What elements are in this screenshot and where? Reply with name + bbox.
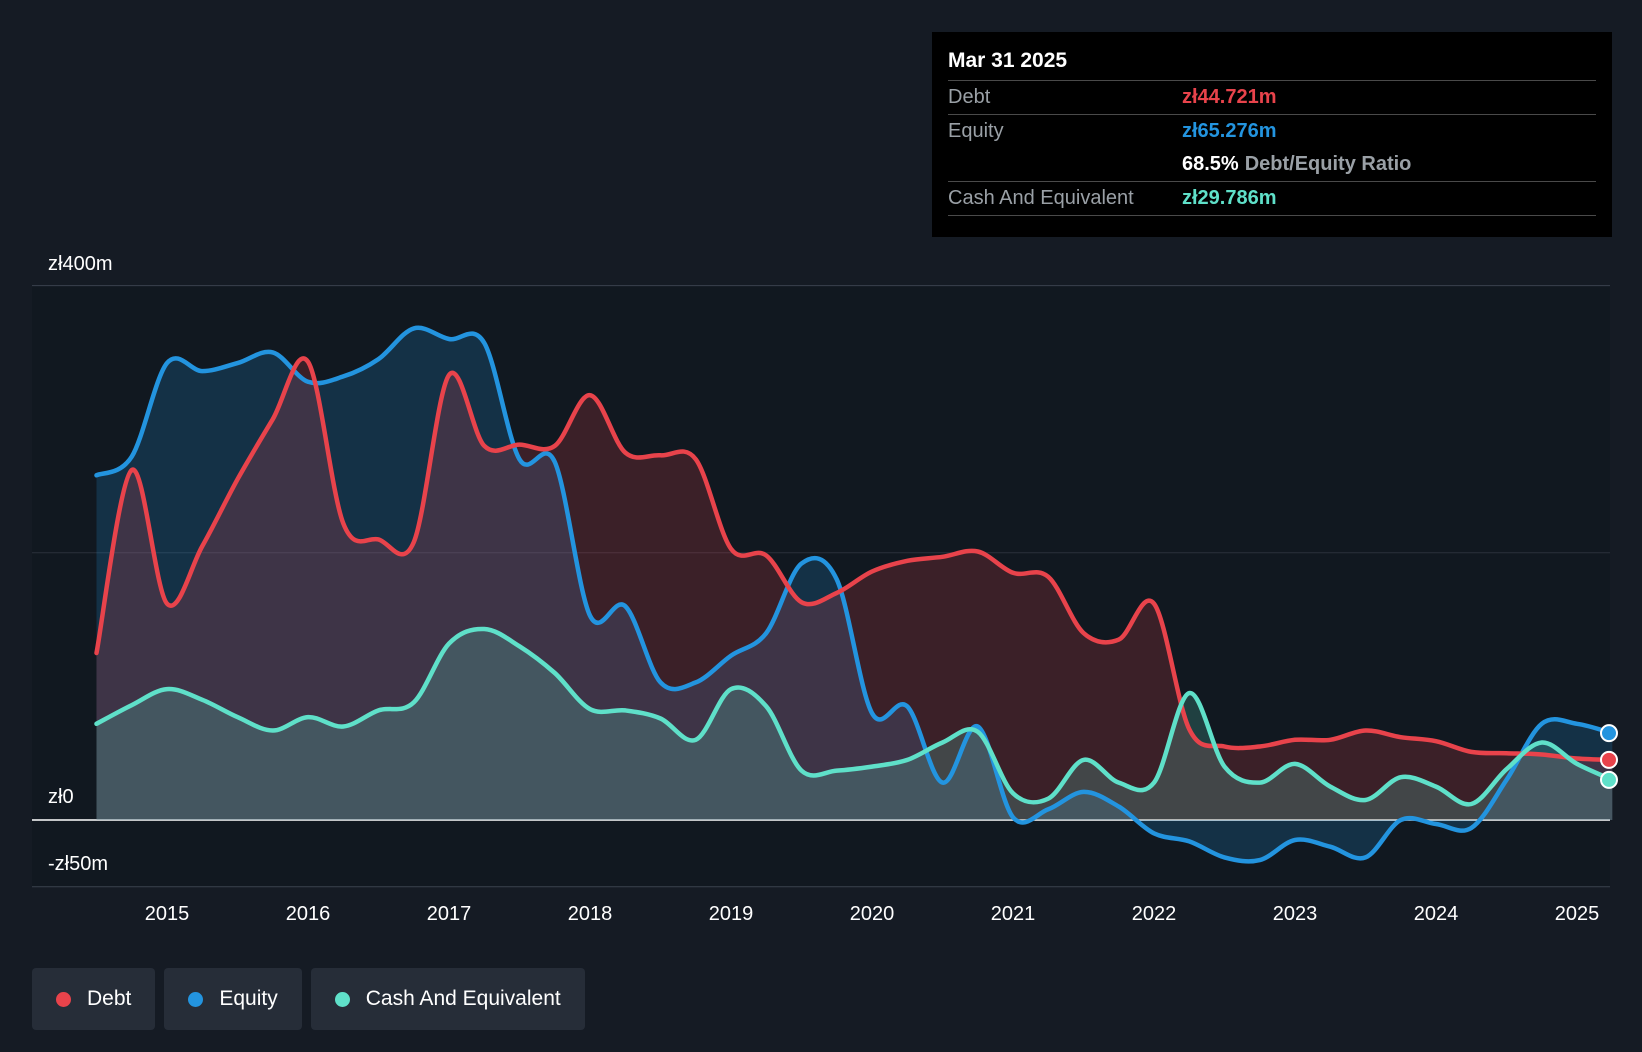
legend-dot-equity bbox=[188, 991, 204, 1007]
tooltip-debt-label: Debt bbox=[948, 86, 991, 108]
cash-area bbox=[96, 628, 1613, 820]
legend-label-debt: Debt bbox=[87, 987, 132, 1010]
x-axis-ticks: 2015 2016 2017 2018 2019 2020 2021 2022 2023 2024… bbox=[145, 903, 1600, 925]
debt-area bbox=[96, 358, 1613, 820]
tooltip-equity-row: Equity zł65.276m bbox=[948, 115, 1596, 148]
x-tick-2022: 2022 bbox=[1132, 903, 1177, 925]
series-areas bbox=[96, 327, 1613, 862]
legend-label-equity: Equity bbox=[219, 987, 278, 1010]
debt-line bbox=[94, 356, 1615, 763]
x-tick-2017: 2017 bbox=[427, 903, 472, 925]
equity-endpoint-marker bbox=[1600, 724, 1618, 743]
x-tick-2025: 2025 bbox=[1555, 903, 1600, 925]
y-axis-zero-label: zł0 bbox=[48, 786, 74, 808]
x-tick-2024: 2024 bbox=[1414, 903, 1459, 925]
grid-lines bbox=[32, 285, 1610, 888]
x-tick-2021: 2021 bbox=[991, 903, 1036, 925]
tooltip-cash-row: Cash And Equivalent zł29.786m bbox=[948, 182, 1596, 216]
x-tick-2015: 2015 bbox=[145, 903, 190, 925]
tooltip-cash-label: Cash And Equivalent bbox=[948, 187, 1134, 209]
cash-line bbox=[94, 626, 1615, 807]
tooltip-panel: Mar 31 2025 Debt zł44.721m Equity zł65.2… bbox=[932, 32, 1612, 237]
y-axis-bottom-label: -zł50m bbox=[48, 853, 108, 875]
tooltip-ratio-row: 68.5% Debt/Equity Ratio bbox=[948, 148, 1596, 182]
tooltip-cash-value: zł29.786m bbox=[1182, 187, 1277, 209]
legend-label-cash: Cash And Equivalent bbox=[365, 987, 561, 1010]
x-tick-2020: 2020 bbox=[850, 903, 895, 925]
plot-background bbox=[32, 286, 1610, 887]
tooltip-debt-value: zł44.721m bbox=[1182, 86, 1277, 108]
series-endpoints bbox=[1600, 724, 1618, 789]
tooltip-ratio-value: 68.5% bbox=[1182, 153, 1239, 175]
y-axis-top-label: zł400m bbox=[48, 253, 112, 275]
legend: Debt Equity Cash And Equivalent bbox=[32, 968, 585, 1030]
tooltip-ratio-label: Debt/Equity Ratio bbox=[1244, 153, 1412, 175]
x-tick-2023: 2023 bbox=[1273, 903, 1318, 925]
debt-endpoint-marker bbox=[1600, 750, 1618, 769]
tooltip-equity-value: zł65.276m bbox=[1182, 120, 1277, 142]
tooltip-date: Mar 31 2025 bbox=[948, 46, 1596, 81]
tooltip-equity-label: Equity bbox=[948, 120, 1004, 142]
x-tick-2018: 2018 bbox=[568, 903, 613, 925]
tooltip-debt-row: Debt zł44.721m bbox=[948, 81, 1596, 115]
legend-dot-debt bbox=[56, 991, 71, 1007]
series-lines bbox=[94, 325, 1615, 864]
legend-item-debt[interactable]: Debt bbox=[32, 968, 156, 1030]
legend-item-equity[interactable]: Equity bbox=[164, 968, 302, 1030]
cash-endpoint-marker bbox=[1600, 770, 1618, 789]
x-tick-2019: 2019 bbox=[709, 903, 754, 925]
equity-area bbox=[96, 327, 1613, 862]
x-tick-2016: 2016 bbox=[286, 903, 331, 925]
legend-item-cash[interactable]: Cash And Equivalent bbox=[310, 968, 585, 1030]
legend-dot-cash bbox=[334, 991, 350, 1007]
